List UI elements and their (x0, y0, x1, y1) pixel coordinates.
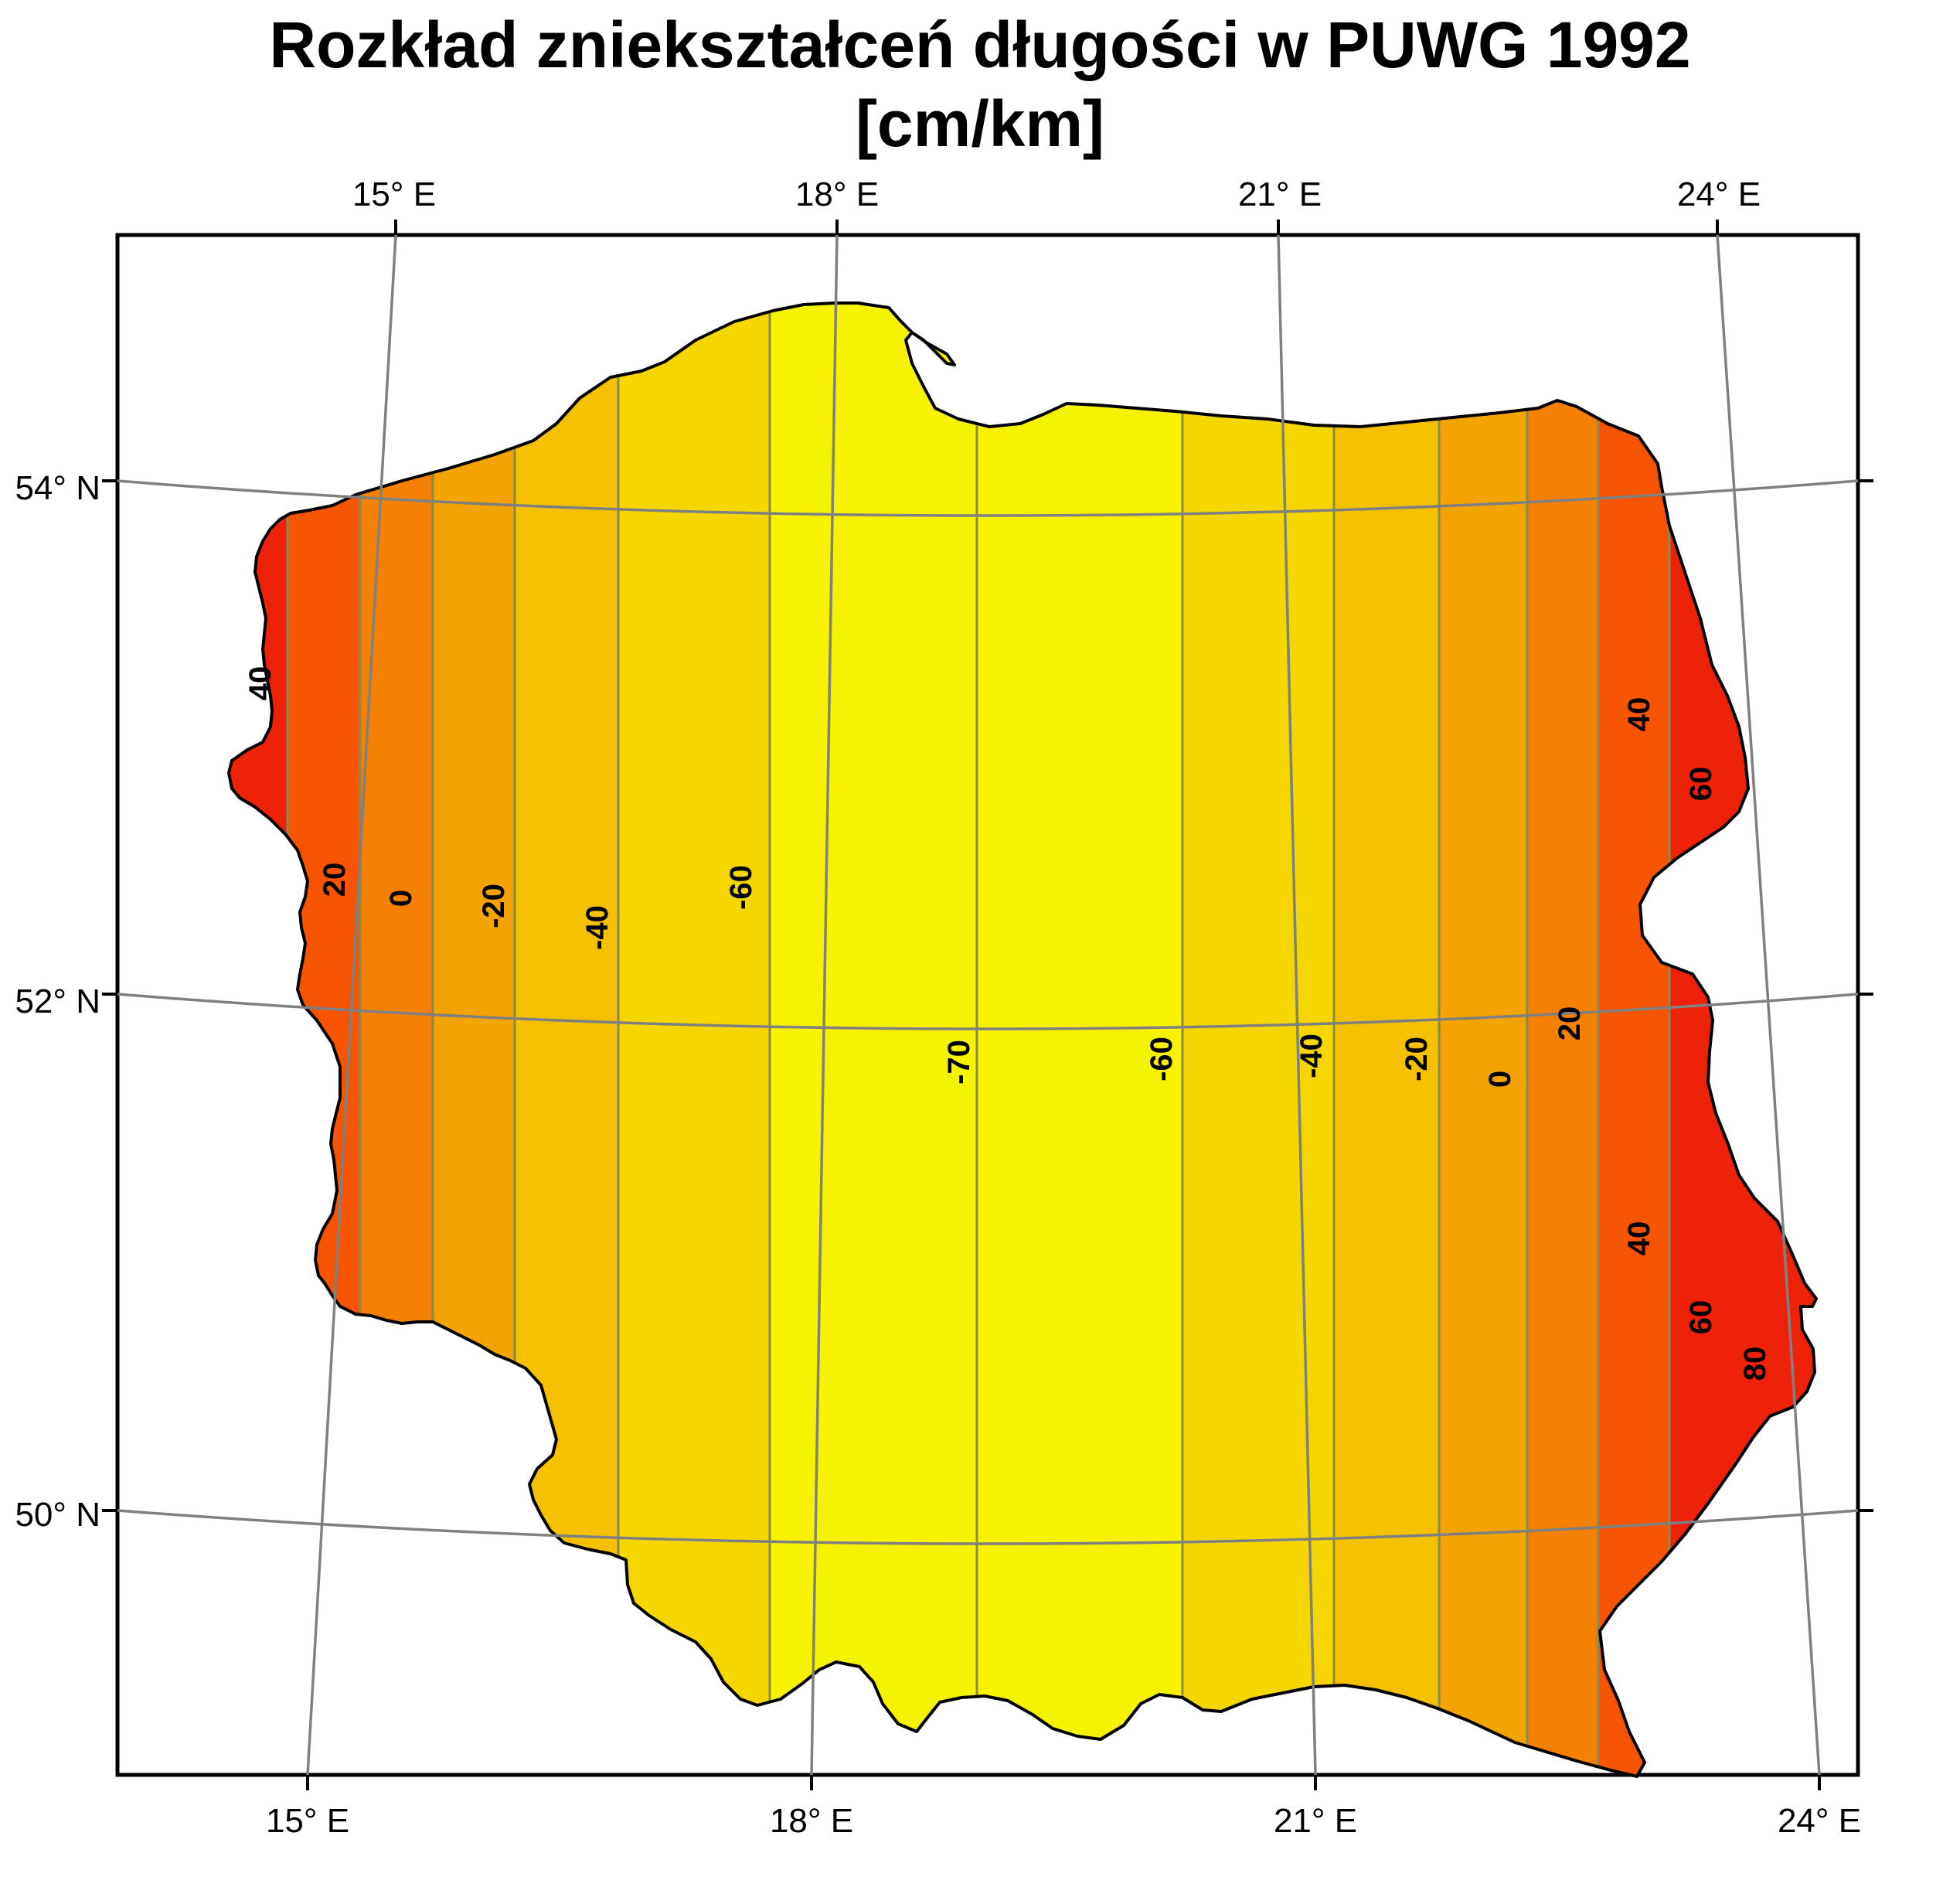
contour-label-em40: -40 (1295, 1034, 1329, 1078)
contour-label-em60: -60 (1145, 1037, 1179, 1081)
contour-label-e40-south: 40 (1622, 1221, 1656, 1256)
contour-label-wm20: -20 (477, 884, 511, 928)
distortion-band (155, 271, 288, 1786)
contour-label-w20: 20 (318, 863, 352, 897)
contour-label-w0: 0 (384, 890, 418, 907)
contour-label-e0: 0 (1483, 1071, 1517, 1088)
top-label-24e: 24° E (1677, 175, 1761, 213)
distortion-band (433, 271, 516, 1786)
contour-label-m70: -70 (942, 1040, 976, 1085)
bottom-label-21e: 21° E (1274, 1802, 1357, 1840)
contour-label-e60-south: 60 (1684, 1300, 1718, 1335)
contour-label-e60-north: 60 (1684, 767, 1718, 802)
meridian-line (1717, 235, 1819, 1775)
bottom-label-18e: 18° E (770, 1802, 853, 1840)
contour-label-e20: 20 (1553, 1006, 1587, 1041)
contour-label-wm60: -60 (724, 865, 758, 910)
left-label-54n: 54° N (15, 469, 100, 507)
top-label-18e: 18° E (795, 175, 879, 213)
distortion-band (618, 271, 771, 1786)
distortion-band (1731, 271, 1871, 1786)
contour-label-w40: 40 (243, 666, 277, 701)
top-label-15e: 15° E (352, 175, 436, 213)
distortion-band (1439, 271, 1528, 1786)
distortion-band (1669, 271, 1732, 1786)
contour-label-e40-north: 40 (1622, 697, 1656, 732)
bottom-label-24e: 24° E (1778, 1802, 1861, 1840)
contour-label-em20: -20 (1400, 1037, 1434, 1081)
distortion-band (515, 271, 619, 1786)
distortion-band (1182, 271, 1335, 1786)
left-label-52n: 52° N (15, 983, 100, 1020)
top-label-21e: 21° E (1238, 175, 1322, 213)
left-label-50n: 50° N (15, 1496, 100, 1534)
bottom-label-15e: 15° E (266, 1802, 349, 1840)
distortion-band (1334, 271, 1440, 1786)
contour-label-wm40: -40 (580, 905, 614, 950)
contour-label-e80: 80 (1738, 1347, 1772, 1381)
